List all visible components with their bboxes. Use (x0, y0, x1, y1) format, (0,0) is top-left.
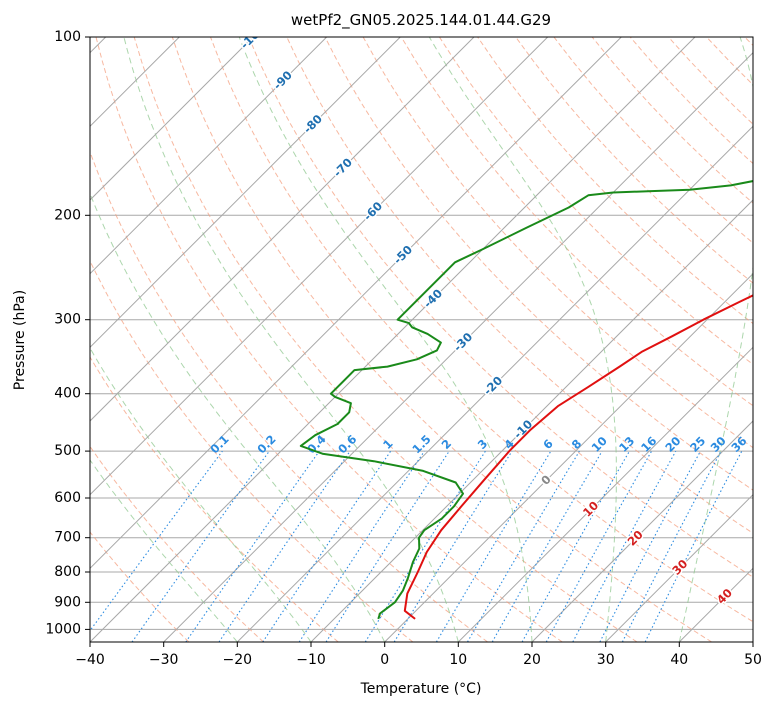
mixing-ratio-line (185, 450, 320, 642)
dry-adiabat (95, 37, 563, 642)
isotherms (90, 37, 753, 642)
isotherm (163, 51, 753, 642)
moist-adiabat (90, 192, 386, 642)
temperature-profile (403, 294, 753, 620)
x-tick-label: −20 (223, 652, 253, 668)
mixing-ratio-line (521, 450, 630, 642)
dry-adiabat (90, 445, 264, 642)
y-tick-label: 400 (54, 386, 81, 402)
dry-adiabat (210, 37, 753, 623)
isotherm (90, 37, 549, 496)
y-tick-label: 1000 (45, 621, 81, 637)
y-tick-label: 500 (54, 443, 81, 459)
pressure-gridlines (90, 37, 753, 630)
dry-adiabat (400, 37, 753, 407)
y-tick-label: 800 (54, 564, 81, 580)
x-tick-label: −30 (149, 652, 179, 668)
y-axis-label: Pressure (hPa) (12, 290, 28, 390)
dewpoint-profile (299, 180, 753, 620)
mixing-ratio-line (545, 450, 653, 642)
isotherm (457, 346, 753, 642)
isotherm (90, 37, 328, 275)
isotherm (236, 125, 753, 642)
x-tick-label: 0 (380, 652, 389, 668)
dry-adiabat (171, 37, 712, 642)
dry-adiabat (438, 37, 753, 366)
x-axis: −40 −30 −20 −10 0 10 20 30 40 50 (75, 642, 762, 668)
x-tick-label: 10 (449, 652, 467, 668)
dry-adiabat (515, 37, 753, 284)
x-axis-label: Temperature (°C) (360, 681, 482, 697)
isotherm (90, 37, 622, 570)
mixing-ratio-lines (90, 450, 743, 642)
y-axis: 100 200 300 400 500 600 700 800 900 1000 (45, 29, 90, 637)
moist-adiabat (238, 37, 533, 642)
isotherm (90, 37, 401, 349)
x-tick-label: −40 (75, 652, 105, 668)
x-tick-label: 20 (523, 652, 541, 668)
y-tick-label: 300 (54, 312, 81, 328)
isotherm (310, 199, 753, 642)
dry-adiabat (133, 37, 638, 642)
y-tick-label: 900 (54, 594, 81, 610)
x-tick-label: 50 (744, 652, 762, 668)
dry-adiabat (90, 531, 190, 642)
isotherm (605, 493, 753, 642)
isotherm (90, 37, 475, 422)
plot-frame (89, 36, 754, 643)
isotherm (90, 37, 254, 201)
dry-adiabat (324, 37, 753, 491)
mixing-ratio-line (218, 450, 351, 642)
dry-adiabat (90, 150, 488, 642)
moist-adiabat (428, 37, 617, 642)
x-tick-label: −10 (296, 652, 326, 668)
dry-adiabat (248, 37, 753, 578)
y-tick-label: 700 (54, 530, 81, 546)
isotherm (384, 272, 753, 642)
dry-adiabat (90, 356, 339, 642)
profiles (299, 180, 753, 620)
moist-adiabat (678, 37, 753, 642)
moist-adiabat (123, 37, 459, 642)
mixing-ratio-line (90, 450, 223, 632)
chart-title: wetPf2_GN05.2025.144.01.44.G29 (291, 11, 551, 30)
moist-adiabat (90, 459, 238, 642)
mixing-ratio-line (572, 450, 677, 642)
x-tick-label: 30 (597, 652, 615, 668)
isotherm (90, 37, 696, 642)
x-tick-label: 40 (670, 652, 688, 668)
mixing-ratio-line (325, 450, 450, 642)
mixing-ratio-line (262, 450, 392, 642)
mixing-ratio-line (644, 450, 743, 642)
isotherm (531, 420, 753, 642)
mixing-ratio-line (131, 450, 270, 642)
mixing-ratio-line (298, 450, 425, 642)
y-tick-label: 200 (54, 207, 81, 223)
y-tick-label: 100 (54, 29, 81, 45)
y-tick-label: 600 (54, 490, 81, 506)
mixing-ratio-line (393, 450, 513, 642)
